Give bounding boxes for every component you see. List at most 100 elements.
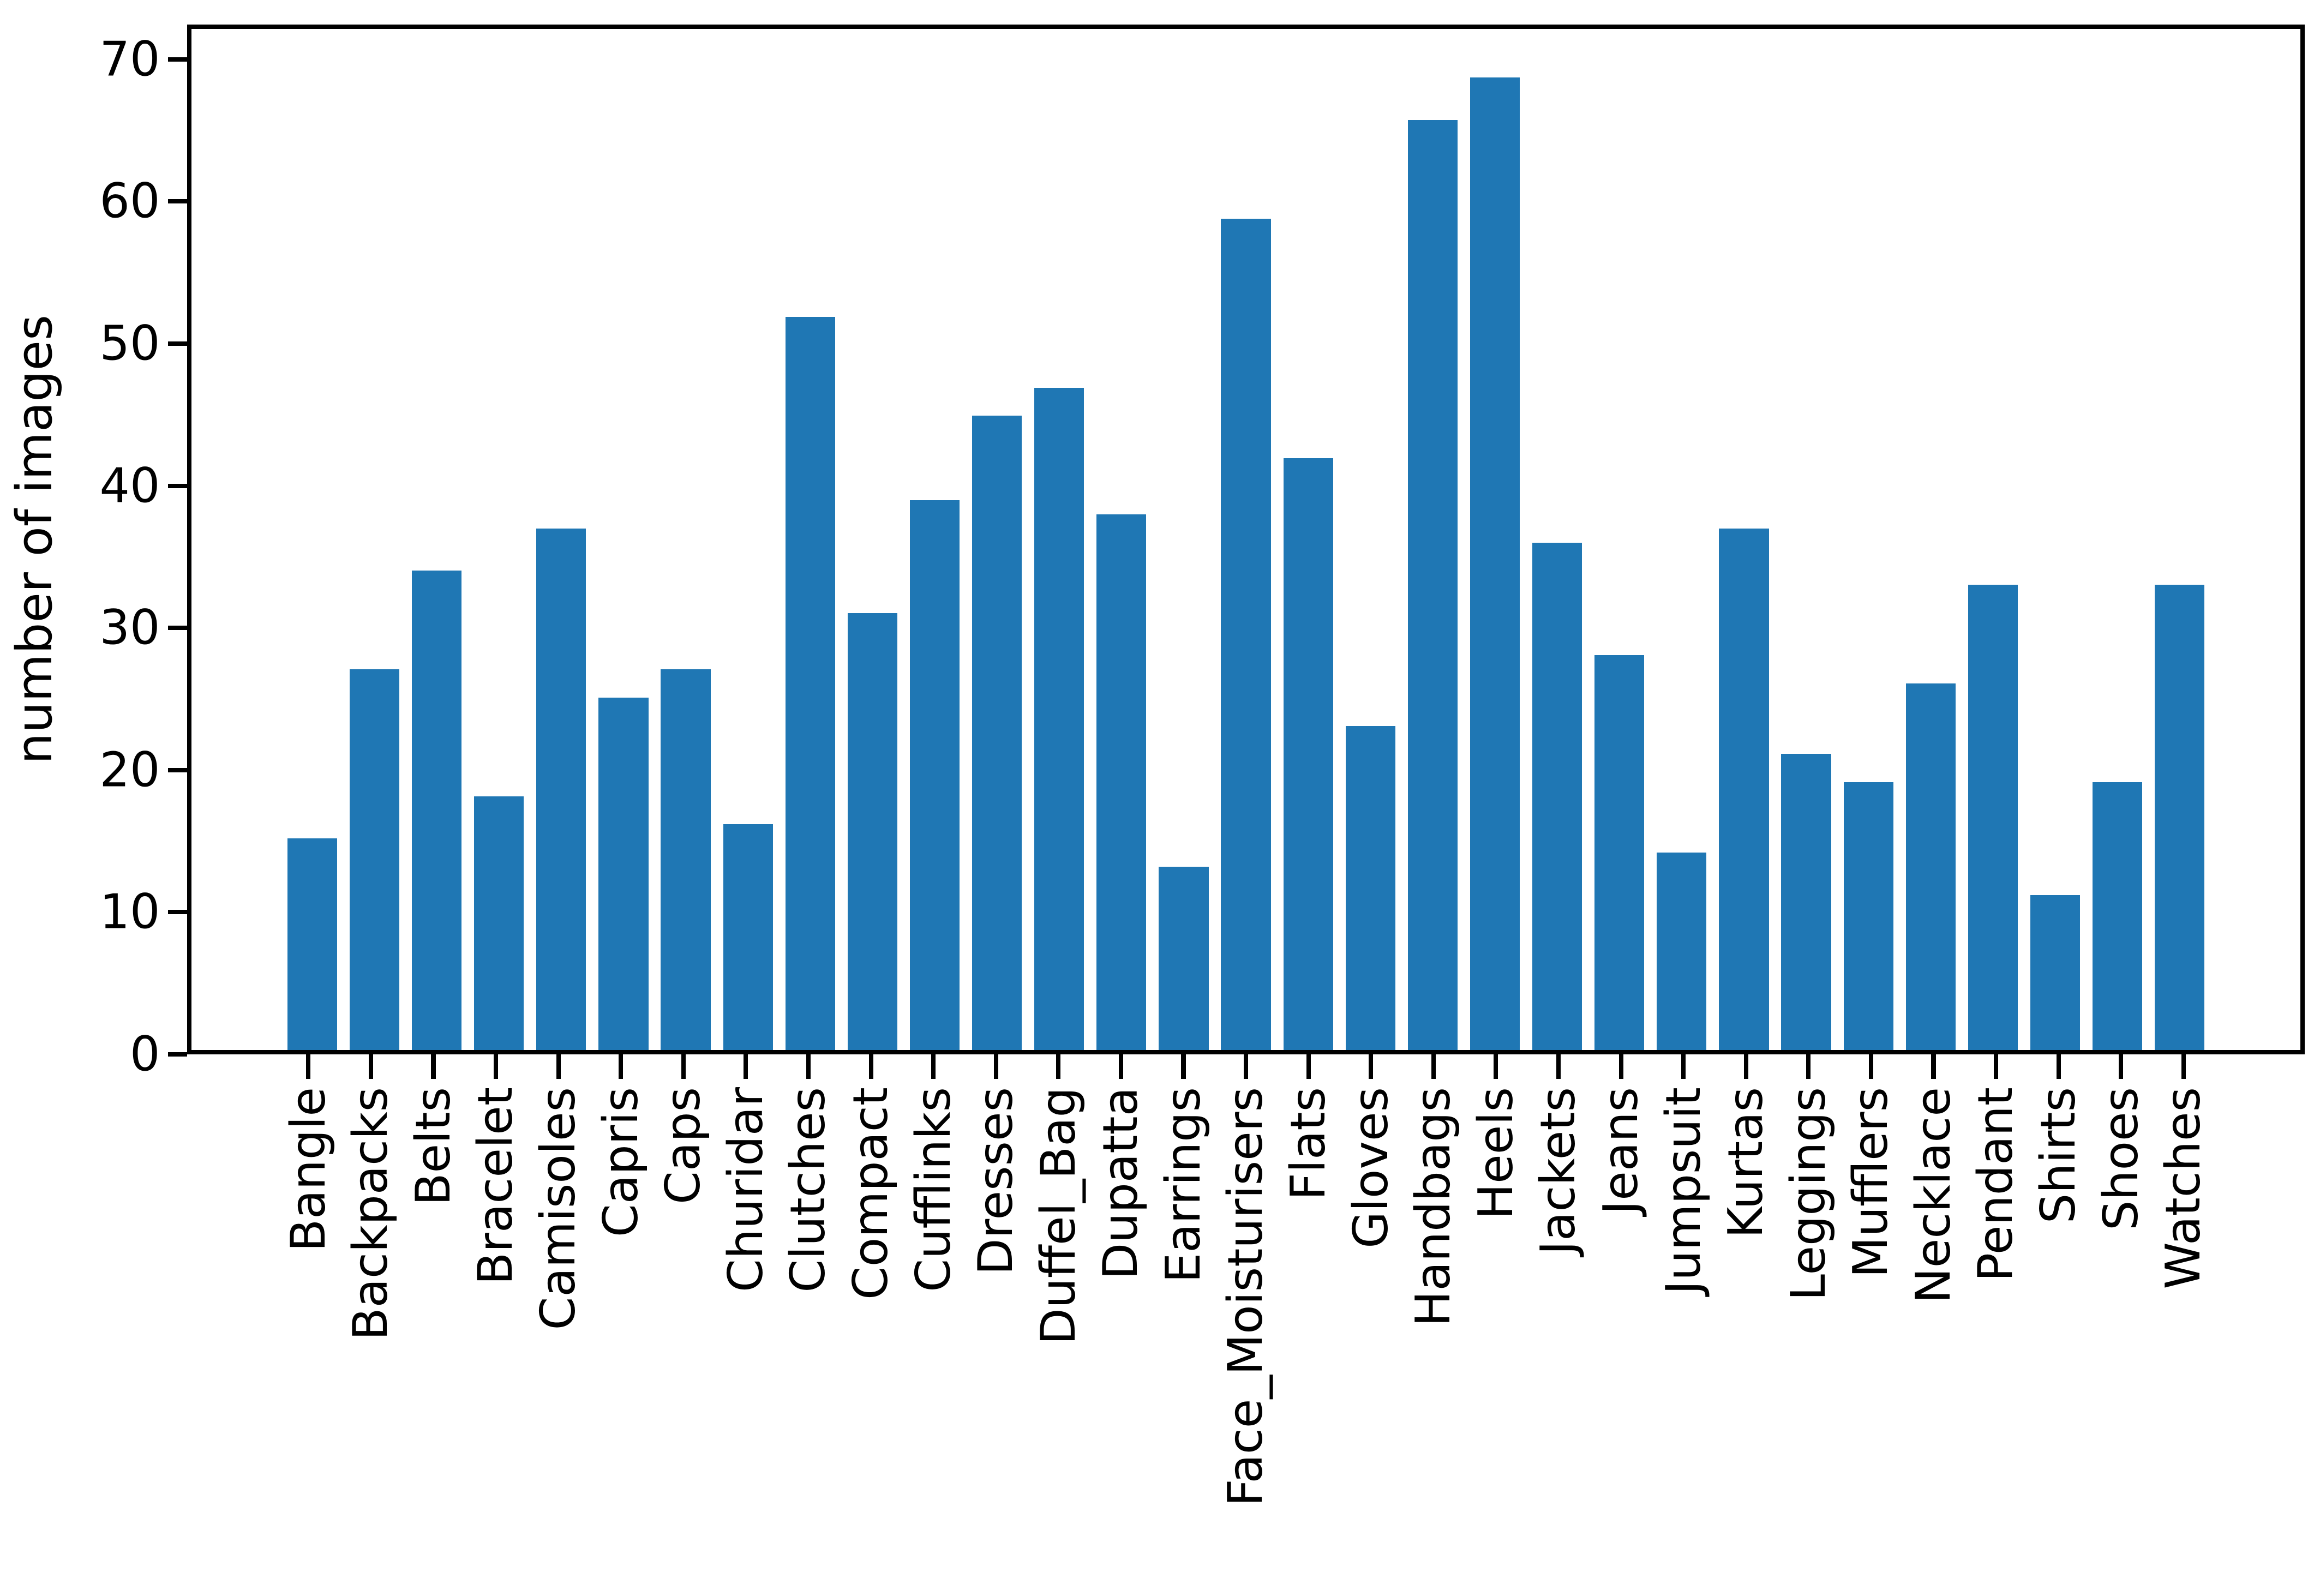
x-tick-label-Jeans: Jeans: [1592, 1087, 1648, 1215]
x-tick-mark: [1181, 1054, 1186, 1079]
x-tick-label-Cufflinks: Cufflinks: [905, 1087, 961, 1292]
x-tick-label-Camisoles: Camisoles: [530, 1087, 586, 1330]
x-tick-mark: [306, 1054, 311, 1079]
x-tick-label-Watches: Watches: [2155, 1087, 2211, 1289]
bar-Duffel_Bag: [1034, 387, 1084, 1050]
y-tick-label-0: 0: [129, 1026, 160, 1082]
bar-Compact: [847, 613, 898, 1050]
bar-Leggings: [1781, 754, 1831, 1050]
x-tick-mark: [2056, 1054, 2061, 1079]
x-tick-label-Face_Moisturisers: Face_Moisturisers: [1218, 1087, 1274, 1507]
x-tick-mark: [1494, 1054, 1498, 1079]
x-tick-label-Compact: Compact: [842, 1087, 898, 1300]
bar-Jumpsuit: [1657, 853, 1707, 1050]
bar-Face_Moisturisers: [1221, 218, 1271, 1050]
bars-layer: [191, 29, 2300, 1050]
y-tick-mark: [168, 57, 187, 62]
x-tick-mark: [806, 1054, 811, 1079]
x-tick-label-Pendant: Pendant: [1968, 1087, 2024, 1282]
bar-Jeans: [1594, 655, 1645, 1050]
x-tick-mark: [1306, 1054, 1311, 1079]
bar-Belts: [411, 571, 462, 1050]
bar-Capris: [598, 697, 649, 1050]
bar-Handbags: [1407, 119, 1458, 1050]
x-tick-mark: [1994, 1054, 1999, 1079]
x-tick-label-Gloves: Gloves: [1342, 1087, 1399, 1249]
x-tick-mark: [1244, 1054, 1249, 1079]
x-tick-label-Shirts: Shirts: [2030, 1087, 2087, 1224]
bar-Dupatta: [1096, 514, 1147, 1050]
x-tick-label-Clutches: Clutches: [780, 1087, 836, 1293]
x-tick-label-Kurtas: Kurtas: [1718, 1087, 1774, 1238]
bar-Gloves: [1345, 725, 1395, 1050]
x-tick-label-Capris: Capris: [592, 1087, 649, 1237]
x-tick-mark: [681, 1054, 686, 1079]
x-tick-mark: [2119, 1054, 2124, 1079]
x-tick-label-Backpacks: Backpacks: [343, 1087, 399, 1341]
x-tick-label-Necklace: Necklace: [1905, 1087, 1961, 1304]
bar-Bangle: [287, 838, 337, 1050]
bar-Watches: [2155, 585, 2205, 1050]
bar-Jackets: [1532, 542, 1582, 1050]
bar-Earrings: [1159, 866, 1209, 1050]
x-tick-label-Heels: Heels: [1467, 1087, 1524, 1220]
x-tick-label-Mufflers: Mufflers: [1843, 1087, 1899, 1278]
bar-Heels: [1470, 77, 1520, 1050]
x-tick-label-Leggings: Leggings: [1780, 1087, 1836, 1301]
bar-Shirts: [2030, 895, 2081, 1050]
bar-Necklace: [1905, 683, 1956, 1050]
x-tick-label-Dupatta: Dupatta: [1093, 1087, 1149, 1280]
x-tick-mark: [993, 1054, 998, 1079]
x-tick-mark: [1806, 1054, 1811, 1079]
x-tick-mark: [1556, 1054, 1561, 1079]
y-tick-label-70: 70: [99, 31, 160, 87]
y-tick-mark: [168, 199, 187, 204]
y-tick-mark: [168, 483, 187, 488]
x-tick-label-Jackets: Jackets: [1530, 1087, 1586, 1255]
y-tick-mark: [168, 1052, 187, 1057]
x-tick-mark: [1681, 1054, 1686, 1079]
x-tick-mark: [494, 1054, 499, 1079]
bar-Churidar: [723, 824, 773, 1050]
y-tick-mark: [168, 626, 187, 631]
x-tick-label-Churidar: Churidar: [717, 1087, 774, 1292]
y-tick-mark: [168, 910, 187, 915]
y-tick-label-60: 60: [99, 173, 160, 229]
x-tick-mark: [931, 1054, 936, 1079]
x-tick-label-Flats: Flats: [1280, 1087, 1336, 1201]
x-tick-mark: [2181, 1054, 2186, 1079]
x-tick-mark: [619, 1054, 624, 1079]
y-tick-label-10: 10: [99, 884, 160, 940]
bar-Backpacks: [349, 669, 400, 1050]
x-tick-label-Caps: Caps: [655, 1087, 711, 1204]
bar-Camisoles: [536, 528, 586, 1050]
x-tick-mark: [1618, 1054, 1623, 1079]
bar-Caps: [661, 669, 711, 1050]
y-tick-mark: [168, 341, 187, 346]
x-tick-label-Handbags: Handbags: [1405, 1087, 1461, 1327]
x-tick-mark: [1369, 1054, 1374, 1079]
bar-Flats: [1283, 458, 1333, 1050]
y-tick-mark: [168, 767, 187, 772]
x-tick-mark: [556, 1054, 561, 1079]
plot-area: [187, 25, 2305, 1054]
bar-Clutches: [785, 317, 835, 1050]
x-tick-label-Bangle: Bangle: [280, 1087, 336, 1252]
bar-Cufflinks: [909, 500, 960, 1050]
x-tick-mark: [1868, 1054, 1873, 1079]
x-tick-label-Shoes: Shoes: [2093, 1087, 2149, 1231]
bar-Kurtas: [1719, 528, 1769, 1050]
x-tick-mark: [1931, 1054, 1936, 1079]
bar-Dresses: [972, 416, 1022, 1050]
y-axis-label: number of images: [6, 315, 64, 764]
bar-Bracelet: [474, 796, 524, 1050]
x-tick-label-Bracelet: Bracelet: [467, 1087, 524, 1285]
x-tick-mark: [431, 1054, 436, 1079]
x-tick-mark: [368, 1054, 373, 1079]
x-tick-mark: [1743, 1054, 1748, 1079]
x-tick-mark: [744, 1054, 748, 1079]
x-tick-label-Belts: Belts: [405, 1087, 461, 1206]
x-tick-label-Earrings: Earrings: [1155, 1087, 1211, 1283]
bar-Pendant: [1968, 585, 2018, 1050]
